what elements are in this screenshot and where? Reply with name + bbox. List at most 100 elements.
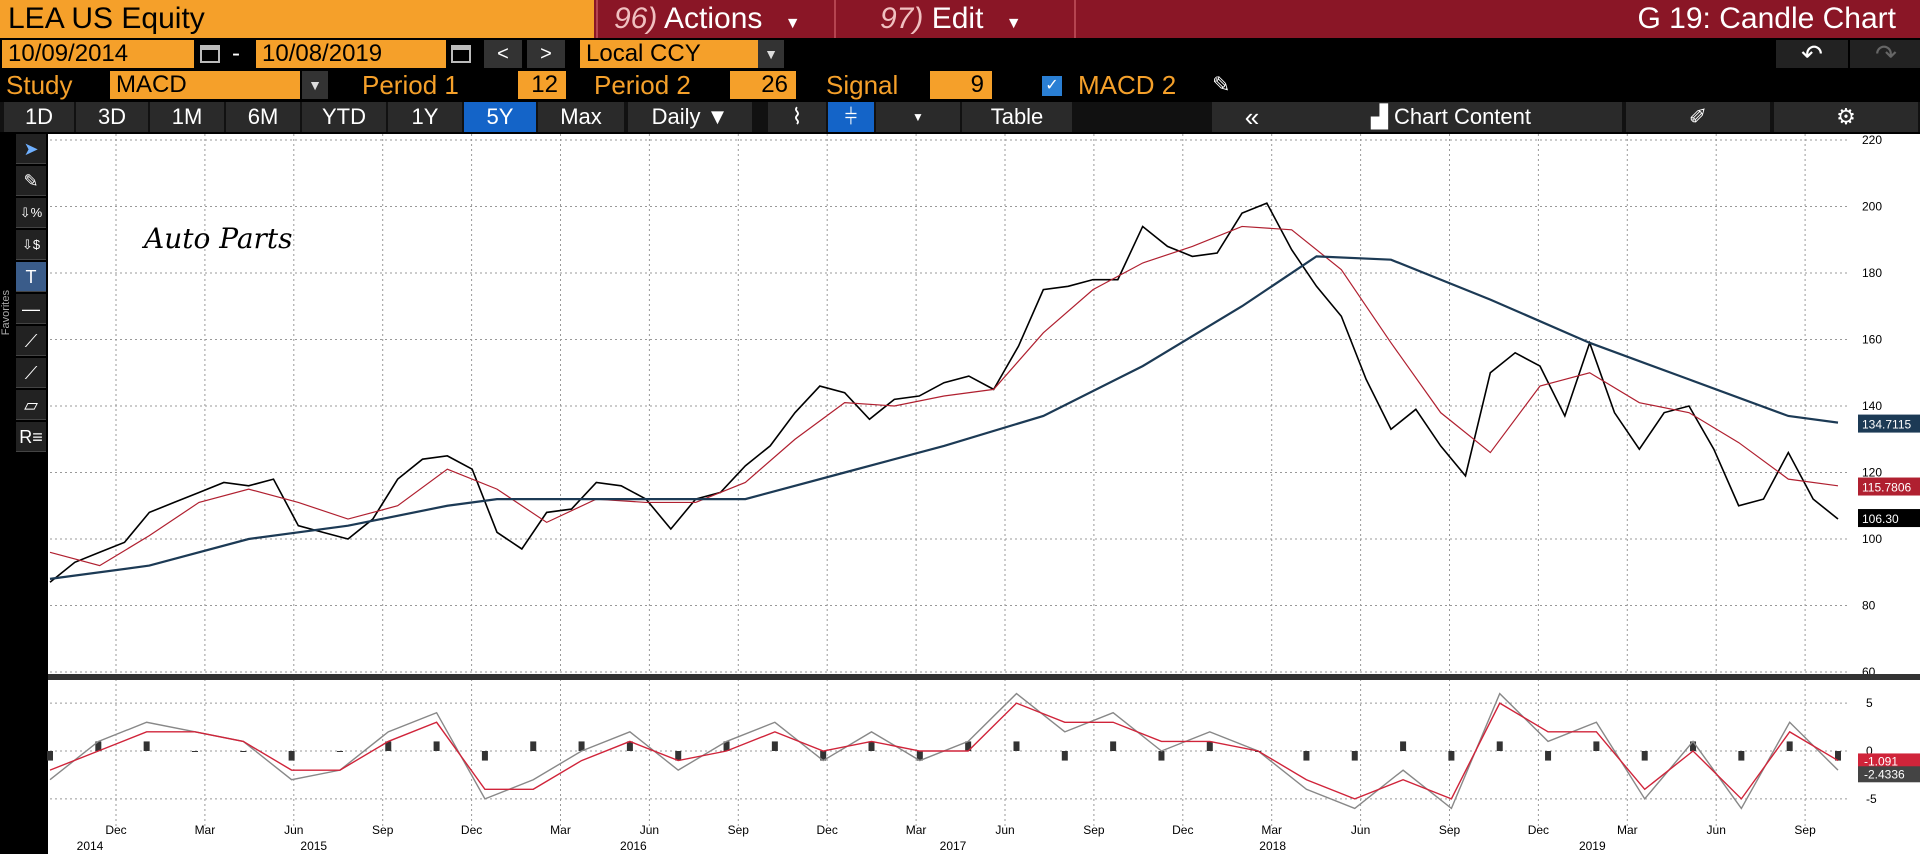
line-chart-icon[interactable]: ⌇ bbox=[768, 102, 826, 132]
macd-histogram-bar bbox=[1206, 741, 1213, 751]
x-month-label: Sep bbox=[372, 823, 394, 837]
end-date-field[interactable]: 10/08/2019 bbox=[256, 40, 446, 68]
macd-histogram-bar bbox=[626, 741, 633, 751]
next-range-button[interactable]: > bbox=[527, 40, 565, 68]
period-1m[interactable]: 1M bbox=[150, 102, 224, 132]
macd-histogram-bar bbox=[1496, 741, 1503, 751]
collapse-icon[interactable]: « bbox=[1230, 102, 1274, 132]
study-select[interactable]: MACD bbox=[110, 71, 300, 99]
macd-histogram-bar bbox=[578, 741, 585, 751]
x-year-label: 2014 bbox=[77, 839, 104, 853]
title-filler bbox=[1074, 0, 1920, 38]
chevron-down-icon[interactable]: ▼ bbox=[302, 71, 328, 99]
macd-histogram-bar bbox=[191, 751, 198, 752]
chart-content-button[interactable]: ▟ Chart Content bbox=[1280, 102, 1622, 132]
x-year-label: 2015 bbox=[300, 839, 327, 853]
period-1y[interactable]: 1Y bbox=[388, 102, 462, 132]
calendar-icon[interactable] bbox=[451, 45, 471, 63]
macd-histogram-bar bbox=[1013, 741, 1020, 751]
prev-range-button[interactable]: < bbox=[484, 40, 522, 68]
macd-histogram-bar bbox=[433, 741, 440, 751]
x-axis: Dec Mar Jun Sep Dec Mar Jun Sep Dec Mar Jun Sep Dec M… bbox=[77, 823, 1816, 853]
macd-histogram-bar bbox=[143, 741, 150, 751]
start-date-field[interactable]: 10/09/2014 bbox=[2, 40, 194, 68]
text-icon[interactable]: T bbox=[16, 262, 46, 292]
chevron-down-icon[interactable]: ▼ bbox=[758, 40, 784, 68]
settings-gear-icon[interactable]: ⚙ bbox=[1774, 102, 1918, 132]
frequency-select[interactable]: Daily ▼ bbox=[628, 102, 752, 132]
x-month-label: Mar bbox=[1617, 823, 1638, 837]
horizontal-line-icon[interactable]: — bbox=[16, 294, 46, 324]
calendar-icon[interactable] bbox=[200, 45, 220, 63]
macd-histogram-bar bbox=[1593, 741, 1600, 751]
chart-title: G 19: Candle Chart bbox=[1637, 2, 1896, 35]
undo-icon[interactable]: ↶ bbox=[1776, 40, 1848, 68]
date-separator: - bbox=[232, 40, 240, 67]
macd-line-1 bbox=[49, 702, 1839, 800]
chart-type-dropdown[interactable]: ▼ bbox=[876, 102, 960, 132]
chevron-down-icon: ▼ bbox=[706, 104, 729, 129]
annotate-icon[interactable]: ✐ bbox=[1626, 102, 1770, 132]
macd-histogram-bar bbox=[1690, 741, 1697, 751]
panel-divider[interactable] bbox=[48, 674, 1920, 680]
redo-icon[interactable]: ↷ bbox=[1850, 40, 1920, 68]
x-month-label: Dec bbox=[1172, 823, 1193, 837]
period1-field[interactable]: 12 bbox=[518, 71, 566, 99]
y-tick-label: 80 bbox=[1862, 599, 1876, 613]
actions-number: 96) bbox=[614, 2, 658, 35]
candle-chart-icon[interactable]: ⫩ bbox=[828, 102, 874, 132]
macd-histogram-bar bbox=[47, 751, 53, 761]
edit-label: Edit bbox=[931, 2, 984, 35]
period-5y[interactable]: 5Y bbox=[464, 102, 536, 132]
annotation-text[interactable]: Auto Parts bbox=[141, 222, 293, 255]
x-month-label: Mar bbox=[906, 823, 927, 837]
price-icon[interactable]: ⇩$ bbox=[16, 230, 46, 260]
signal-field[interactable]: 9 bbox=[930, 71, 992, 99]
price-lines bbox=[49, 202, 1839, 583]
price-tag-label: 106.30 bbox=[1862, 512, 1899, 526]
ticker-field[interactable]: LEA US Equity bbox=[0, 0, 594, 38]
macd-histogram-bar bbox=[1545, 751, 1552, 761]
ray-icon[interactable]: ⟋ bbox=[16, 358, 46, 388]
period-max[interactable]: Max bbox=[538, 102, 624, 132]
price-tag bbox=[1858, 414, 1920, 433]
y-tick-label: 200 bbox=[1862, 200, 1882, 214]
edit-number: 97) bbox=[880, 2, 924, 35]
frequency-label: Daily bbox=[651, 104, 701, 129]
channel-icon[interactable]: ▱ bbox=[16, 390, 46, 420]
period-3d[interactable]: 3D bbox=[76, 102, 148, 132]
period-1d[interactable]: 1D bbox=[4, 102, 74, 132]
edit-menu[interactable]: 97) Edit ▼ bbox=[834, 0, 1072, 38]
macd-histogram-bar bbox=[240, 751, 247, 752]
pencil-icon[interactable]: ✎ bbox=[1212, 72, 1231, 97]
chevron-down-icon: ▼ bbox=[784, 15, 801, 32]
period2-field[interactable]: 26 bbox=[730, 71, 796, 99]
table-button[interactable]: Table bbox=[962, 102, 1072, 132]
r-list-icon[interactable]: R≡ bbox=[16, 422, 46, 452]
actions-menu[interactable]: 96) Actions ▼ bbox=[596, 0, 832, 38]
period-6m[interactable]: 6M bbox=[226, 102, 300, 132]
x-month-label: Mar bbox=[550, 823, 571, 837]
percent-icon[interactable]: ⇩% bbox=[16, 198, 46, 228]
macd2-checkbox[interactable]: ✓ bbox=[1042, 76, 1062, 96]
x-month-label: Jun bbox=[1707, 823, 1726, 837]
trendline-icon[interactable]: ⟋ bbox=[16, 326, 46, 356]
x-month-label: Dec bbox=[105, 823, 126, 837]
period-ytd[interactable]: YTD bbox=[302, 102, 386, 132]
price-tag-label: 134.7115 bbox=[1862, 418, 1911, 432]
grid bbox=[50, 134, 1850, 828]
macd-tag-label: -1.091 bbox=[1864, 754, 1898, 768]
x-month-label: Dec bbox=[817, 823, 838, 837]
macd-histogram-bar bbox=[1786, 741, 1793, 751]
x-month-label: Jun bbox=[995, 823, 1014, 837]
x-month-label: Sep bbox=[728, 823, 750, 837]
x-year-label: 2018 bbox=[1259, 839, 1286, 853]
draw-icon[interactable]: ✎ bbox=[16, 166, 46, 196]
macd-histogram-bar bbox=[481, 751, 488, 761]
x-month-label: Dec bbox=[461, 823, 482, 837]
currency-select[interactable]: Local CCY bbox=[580, 40, 758, 68]
pointer-icon[interactable]: ➤ bbox=[16, 134, 46, 164]
macd-histogram-bar bbox=[675, 751, 682, 761]
chart-content-label: Chart Content bbox=[1394, 104, 1531, 129]
